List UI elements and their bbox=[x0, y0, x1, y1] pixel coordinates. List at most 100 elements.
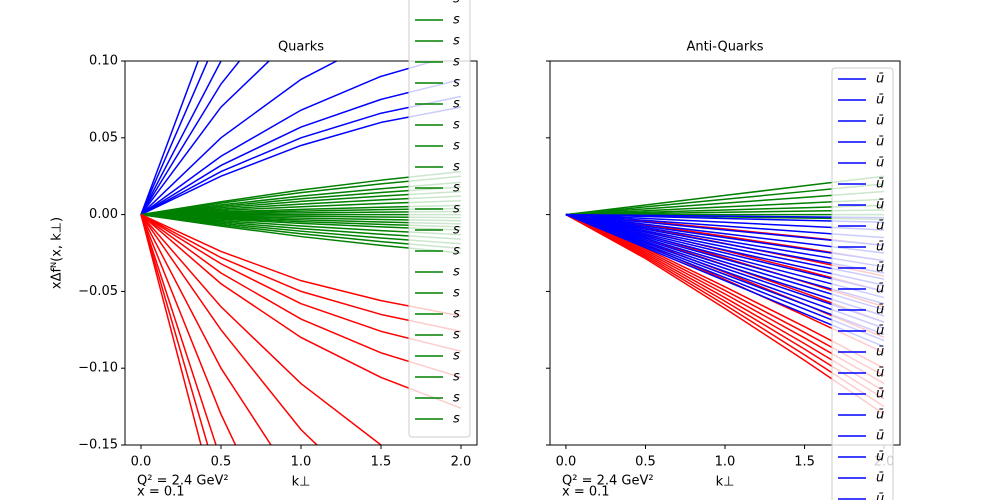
data-line bbox=[565, 213, 885, 262]
data-line bbox=[565, 213, 885, 274]
y-tick-label: −0.05 bbox=[78, 284, 118, 299]
data-line bbox=[140, 95, 462, 216]
legend-label: s bbox=[453, 223, 460, 238]
data-line bbox=[565, 213, 885, 311]
data-line bbox=[565, 198, 885, 216]
data-line bbox=[140, 190, 462, 216]
y-tick-label: 0.10 bbox=[89, 54, 118, 69]
data-line bbox=[140, 213, 462, 250]
subplot-title: Anti-Quarks bbox=[686, 40, 763, 55]
subplot-title: Quarks bbox=[278, 40, 324, 55]
x-tick-label: 0.5 bbox=[635, 455, 656, 470]
data-line bbox=[565, 213, 885, 231]
data-line bbox=[565, 213, 885, 336]
data-line bbox=[565, 213, 885, 377]
data-line bbox=[565, 213, 885, 268]
legend-label: ū bbox=[876, 219, 884, 234]
data-line bbox=[140, 214, 319, 445]
annotation: x = 0.1 bbox=[562, 485, 610, 500]
legend-label: s bbox=[453, 55, 460, 70]
data-line bbox=[140, 213, 462, 240]
legend-label: s bbox=[453, 118, 460, 133]
data-line bbox=[565, 213, 885, 317]
legend-label: s bbox=[453, 328, 460, 343]
data-line bbox=[565, 213, 885, 219]
legend-label: ū bbox=[876, 135, 884, 150]
data-line bbox=[565, 213, 885, 286]
data-line bbox=[140, 213, 462, 379]
data-line bbox=[565, 213, 885, 247]
legend-label: ū bbox=[876, 93, 884, 108]
data-line bbox=[140, 213, 462, 317]
legend-label: ū bbox=[876, 366, 884, 381]
data-line bbox=[140, 213, 462, 254]
legend-label: ū bbox=[876, 429, 884, 444]
legend-label: s bbox=[453, 370, 460, 385]
data-line bbox=[140, 170, 462, 216]
legend-label: ū bbox=[876, 387, 884, 402]
data-line bbox=[140, 61, 209, 215]
legend-label: ū bbox=[876, 114, 884, 129]
data-line bbox=[140, 78, 462, 216]
data-line bbox=[565, 213, 885, 385]
legend-label: ū bbox=[876, 492, 884, 500]
data-line bbox=[140, 214, 237, 445]
legend-label: s bbox=[453, 34, 460, 49]
data-line bbox=[565, 213, 885, 415]
legend-label: ū bbox=[876, 303, 884, 318]
legend-box bbox=[408, 0, 471, 438]
data-line bbox=[565, 190, 885, 216]
legend-label: ū bbox=[876, 471, 884, 486]
legend-label: ū bbox=[876, 198, 884, 213]
legend-label: s bbox=[453, 0, 460, 7]
y-tick-label: −0.15 bbox=[78, 438, 118, 453]
data-line bbox=[565, 175, 885, 216]
legend-label: s bbox=[453, 97, 460, 112]
x-tick-label: 0.5 bbox=[211, 455, 232, 470]
legend: sssssssssssssssssssss bbox=[408, 0, 471, 438]
legend-label: s bbox=[453, 265, 460, 280]
data-line bbox=[140, 61, 222, 215]
x-axis-label: k⊥ bbox=[292, 475, 311, 490]
data-line bbox=[140, 61, 199, 215]
data-line bbox=[565, 213, 885, 342]
data-line bbox=[565, 213, 885, 305]
annotation: x = 0.1 bbox=[137, 485, 185, 500]
data-line bbox=[140, 106, 462, 216]
annotation: Q² = 2.4 GeV² bbox=[137, 474, 229, 489]
plot-lines bbox=[565, 175, 885, 415]
data-line bbox=[140, 61, 271, 216]
legend-label: ū bbox=[876, 177, 884, 192]
data-line bbox=[140, 175, 462, 216]
data-line bbox=[140, 200, 462, 216]
x-tick-label: 1.5 bbox=[794, 455, 815, 470]
x-tick-label: 2.0 bbox=[451, 455, 472, 470]
legend-label: ū bbox=[876, 156, 884, 171]
legend-label: ū bbox=[876, 345, 884, 360]
data-line bbox=[565, 213, 885, 293]
x-tick-label: 1.5 bbox=[371, 455, 392, 470]
legend-label: s bbox=[453, 307, 460, 322]
data-line bbox=[140, 214, 383, 445]
data-line bbox=[565, 209, 885, 216]
x-tick-label: 1.0 bbox=[291, 455, 312, 470]
legend-label: s bbox=[453, 13, 460, 28]
data-line bbox=[565, 213, 885, 239]
data-line bbox=[565, 213, 885, 400]
legend-label: ū bbox=[876, 450, 884, 465]
data-line bbox=[565, 213, 885, 323]
legend-label: s bbox=[453, 391, 460, 406]
legend-label: s bbox=[453, 76, 460, 91]
legend-label: s bbox=[453, 139, 460, 154]
data-line bbox=[565, 213, 885, 408]
legend-label: ū bbox=[876, 240, 884, 255]
legend-label: s bbox=[453, 412, 460, 427]
legend-label: ū bbox=[876, 408, 884, 423]
data-line bbox=[565, 204, 885, 216]
y-tick-label: −0.10 bbox=[78, 361, 118, 376]
data-line bbox=[140, 213, 462, 333]
data-line bbox=[140, 214, 202, 445]
data-line bbox=[565, 213, 885, 299]
data-line bbox=[140, 61, 438, 216]
